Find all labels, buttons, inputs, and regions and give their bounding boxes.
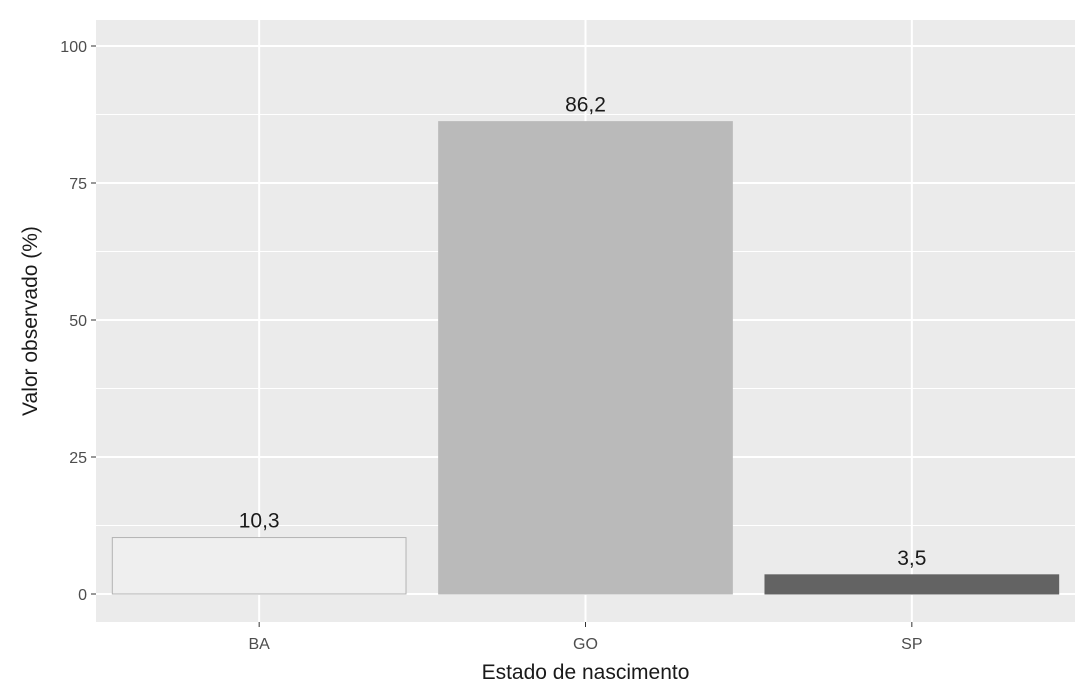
y-tick-label: 25 [69,450,87,467]
data-label-go: 86,2 [565,94,606,117]
x-tick-label-sp: SP [901,636,922,653]
bar-ba [111,537,407,595]
x-axis-title: Estado de nascimento [482,661,690,684]
y-tick-label: 75 [69,176,87,193]
bar-sp [764,574,1060,595]
x-tick-label-ba: BA [248,636,270,653]
x-axis: BA GO SP [248,622,923,653]
y-tick-label: 100 [60,39,87,56]
data-labels: 10,3 86,2 3,5 [239,94,927,570]
y-tick-label: 0 [78,587,87,604]
y-tick-label: 50 [69,313,87,330]
data-label-ba: 10,3 [239,510,280,533]
y-axis-title: Valor observado (%) [19,226,42,416]
y-axis: 0 25 50 75 100 [60,39,96,604]
data-label-sp: 3,5 [897,547,926,570]
bar-go [438,121,733,595]
x-tick-label-go: GO [573,636,598,653]
bars [111,121,1060,595]
